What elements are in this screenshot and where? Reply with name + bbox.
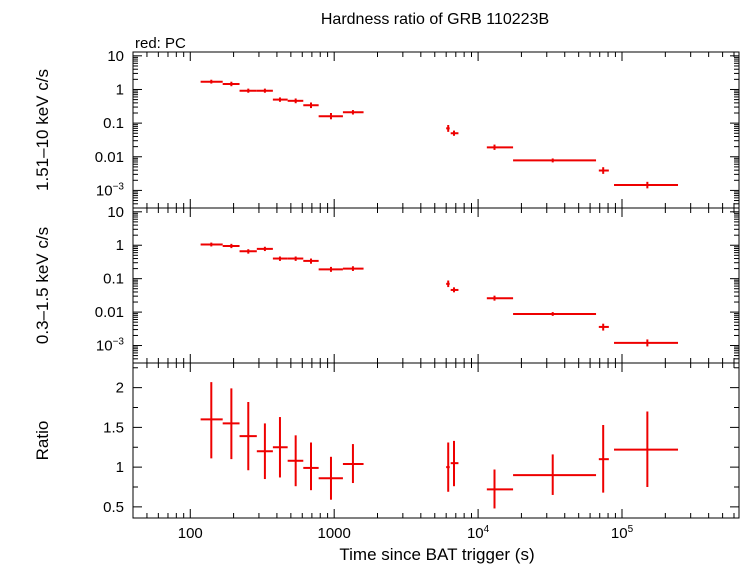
x-tick-label: 105 xyxy=(611,524,634,542)
data-point xyxy=(318,456,343,500)
data-point xyxy=(513,312,597,316)
y-tick-label: 1.5 xyxy=(103,419,124,436)
data-point xyxy=(446,280,450,288)
data-point xyxy=(303,102,319,109)
y-tick-label: 1 xyxy=(116,459,124,476)
chart-title: Hardness ratio of GRB 110223B xyxy=(321,11,549,28)
panel-hard-band: 10 1 0.1 0.01 10−3 1.51–10 keV c/s xyxy=(33,48,740,209)
y-tick-label: 1 xyxy=(116,237,124,254)
data-point xyxy=(614,181,679,189)
panel-soft-band: 10 1 0.1 0.01 10−3 0.3–1.5 keV c/s xyxy=(33,204,740,364)
x-tick-label: 100 xyxy=(178,525,203,542)
data-point xyxy=(598,425,609,493)
y-tick-label: 2 xyxy=(116,380,124,397)
data-point xyxy=(303,442,319,491)
data-point xyxy=(272,417,288,478)
y-tick-label: 0.01 xyxy=(95,149,124,166)
data-point xyxy=(486,295,514,301)
data-point xyxy=(342,266,364,271)
data-point xyxy=(486,469,514,509)
data-point xyxy=(614,411,679,487)
y-tick-label: 1 xyxy=(116,81,124,98)
data-point xyxy=(222,243,240,249)
y-tick-label: 0.01 xyxy=(95,304,124,321)
data-point xyxy=(200,79,223,84)
data-point xyxy=(450,130,459,136)
data-point xyxy=(342,444,364,484)
y-tick-label: 10 xyxy=(107,48,124,65)
panel-ratio: 2 1.5 1 0.5 Ratio xyxy=(33,362,740,519)
y-tick-label: 0.1 xyxy=(103,115,124,132)
y-tick-label: 10−3 xyxy=(96,337,125,355)
data-point xyxy=(513,158,597,163)
data-point xyxy=(272,256,288,261)
y-tick-label: 0.1 xyxy=(103,271,124,288)
data-point xyxy=(450,287,459,293)
y-axis-title: Ratio xyxy=(33,421,52,461)
data-point xyxy=(614,339,679,347)
data-point xyxy=(318,266,343,272)
data-point xyxy=(239,88,257,93)
x-tick-label: 104 xyxy=(467,524,490,542)
data-point xyxy=(256,246,273,252)
x-axis-title: Time since BAT trigger (s) xyxy=(339,545,534,564)
y-tick-label: 0.5 xyxy=(103,499,124,516)
data-point xyxy=(446,124,450,132)
data-point xyxy=(287,435,304,487)
data-point xyxy=(239,249,257,254)
y-tick-label: 10−3 xyxy=(96,181,125,199)
data-point xyxy=(513,454,597,495)
x-tick-label: 1000 xyxy=(317,525,350,542)
data-point xyxy=(598,167,609,174)
data-point xyxy=(272,97,288,102)
data-point xyxy=(239,401,257,471)
data-point xyxy=(222,81,240,87)
data-point xyxy=(200,242,223,247)
data-point xyxy=(318,112,343,120)
y-tick-label: 10 xyxy=(107,204,124,221)
legend-label: red: PC xyxy=(135,35,186,52)
data-point xyxy=(486,144,514,150)
y-axis-title: 1.51–10 keV c/s xyxy=(33,69,52,191)
data-point xyxy=(446,442,450,492)
y-axis-title: 0.3–1.5 keV c/s xyxy=(33,227,52,344)
data-point xyxy=(598,323,609,331)
panel-frame xyxy=(132,362,740,519)
data-point xyxy=(256,88,273,93)
data-point xyxy=(256,423,273,480)
data-point xyxy=(200,382,223,459)
data-point xyxy=(287,256,304,261)
data-point xyxy=(342,110,364,115)
data-point xyxy=(303,258,319,264)
data-point xyxy=(287,98,304,104)
data-point xyxy=(222,388,240,460)
data-point xyxy=(450,440,459,487)
